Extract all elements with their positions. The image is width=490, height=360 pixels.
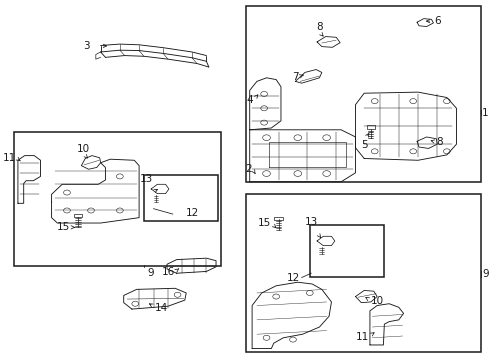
Text: 10: 10 bbox=[77, 144, 90, 154]
Text: 11: 11 bbox=[3, 153, 17, 163]
Text: 12: 12 bbox=[185, 208, 198, 218]
Bar bbox=[367, 125, 375, 129]
Text: 7: 7 bbox=[292, 72, 299, 82]
Text: 5: 5 bbox=[361, 140, 368, 150]
Bar bbox=[246, 6, 481, 182]
Text: 3: 3 bbox=[83, 41, 90, 51]
Bar bbox=[144, 175, 219, 221]
Text: 14: 14 bbox=[155, 303, 168, 313]
Text: 6: 6 bbox=[434, 16, 441, 26]
Text: 12: 12 bbox=[287, 273, 300, 283]
Text: 2: 2 bbox=[245, 164, 252, 174]
Text: 15: 15 bbox=[258, 218, 271, 228]
Text: 9: 9 bbox=[148, 268, 154, 278]
Text: 8: 8 bbox=[436, 138, 443, 147]
Bar bbox=[246, 194, 481, 352]
Text: 11: 11 bbox=[356, 332, 369, 342]
Text: 13: 13 bbox=[305, 217, 318, 227]
Bar bbox=[310, 225, 384, 277]
Text: 13: 13 bbox=[140, 174, 153, 184]
Bar bbox=[74, 214, 82, 217]
Text: 10: 10 bbox=[371, 296, 384, 306]
Text: 15: 15 bbox=[57, 222, 71, 232]
Bar bbox=[14, 132, 221, 266]
Text: 16: 16 bbox=[161, 267, 175, 277]
Text: 8: 8 bbox=[317, 22, 323, 32]
Text: 4: 4 bbox=[247, 95, 253, 105]
Bar bbox=[274, 217, 283, 220]
Text: 9: 9 bbox=[482, 269, 489, 279]
Text: 1: 1 bbox=[482, 108, 489, 118]
